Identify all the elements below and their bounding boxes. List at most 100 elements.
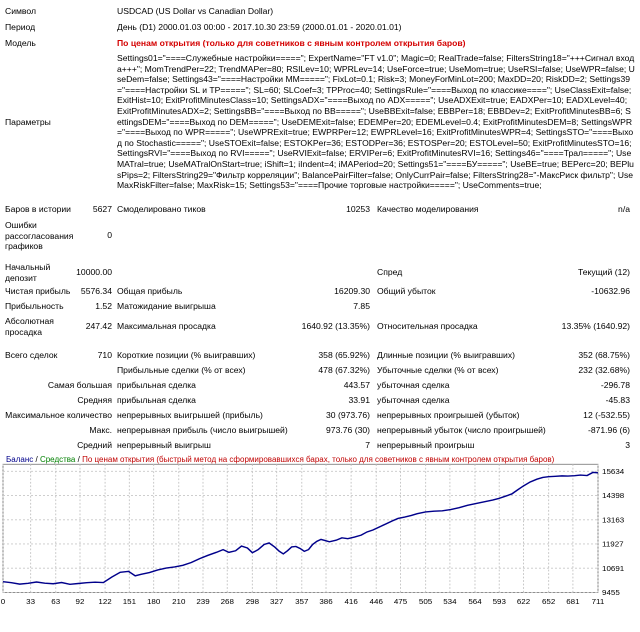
params-value: Settings01="====Служебные настройки=====… (117, 53, 635, 191)
x-tick-label: 122 (98, 597, 111, 605)
ticks-value: 10253 (346, 204, 370, 214)
short-label: Короткие позиции (% выигравших) (117, 350, 256, 360)
average-loss-value: -45.83 (605, 395, 630, 405)
long-value: 352 (68.75%) (578, 350, 630, 360)
avg-wins-label: непрерывный выигрыш (117, 440, 211, 450)
plot-area (2, 463, 599, 593)
maxcons-loss-label: непрерывный убыток (число проигрышей) (377, 425, 546, 435)
x-tick-label: 652 (542, 597, 555, 605)
maxcons-profit-value: 973.76 (30) (326, 425, 370, 435)
short-value: 358 (65.92%) (318, 350, 370, 360)
avg-losses-value: 3 (625, 440, 630, 450)
y-tick-label: 9455 (602, 589, 620, 597)
bars-value: 5627 (92, 204, 112, 214)
legend-balance: Баланс (6, 455, 34, 464)
y-tick-label: 15634 (602, 467, 624, 475)
legend-separator-2: / (77, 455, 80, 464)
period-label: Период (5, 22, 36, 32)
grossprofit-label: Общая прибыль (117, 286, 183, 296)
grossprofit-value: 16209.30 (334, 286, 370, 296)
x-tick-label: 180 (147, 597, 160, 605)
maximal-label: Макс. (89, 425, 112, 435)
symbol-label: Символ (5, 6, 36, 16)
netprofit-label: Чистая прибыль (5, 286, 71, 296)
loss-trades-label: Убыточные сделки (% от всех) (377, 365, 499, 375)
expected-value: 7.85 (353, 301, 370, 311)
spread-label: Спред (377, 267, 403, 277)
errors-value: 0 (107, 230, 112, 240)
largest-loss-value: -296.78 (600, 380, 630, 390)
x-tick-label: 268 (221, 597, 234, 605)
quality-label: Качество моделирования (377, 204, 479, 214)
long-label: Длинные позиции (% выигравших) (377, 350, 516, 360)
grossloss-value: -10632.96 (591, 286, 630, 296)
x-tick-label: 622 (517, 597, 530, 605)
x-tick-label: 416 (344, 597, 357, 605)
maxcons-losses-value: 12 (-532.55) (583, 410, 630, 420)
expected-label: Матожидание выигрыша (117, 301, 216, 311)
balance-chart-svg: 15634 14398 13163 11927 10691 9455 0 33 63 92 122 1… (1, 463, 624, 606)
x-tick-label: 33 (26, 597, 35, 605)
largest-profit-value: 443.57 (343, 380, 370, 390)
x-tick-label: 534 (443, 597, 456, 605)
ticks-label: Смоделировано тиков (117, 204, 206, 214)
avg-losses-label: непрерывный проигрыш (377, 440, 475, 450)
x-tick-label: 357 (295, 597, 308, 605)
x-tick-label: 327 (270, 597, 283, 605)
maxcons-losses-label: непрерывных проигрышей (убыток) (377, 410, 520, 420)
model-label: Модель (5, 38, 36, 48)
maxdd-label: Максимальная просадка (117, 321, 216, 331)
legend-mode: По ценам открытия (быстрый метод на сфор… (82, 455, 555, 464)
maxcons-profit-label: непрерывная прибыль (число выигрышей) (117, 425, 288, 435)
maxdd-value: 1640.92 (13.35%) (301, 321, 370, 331)
errors-label: Ошибки рассогласования графиков (5, 220, 74, 252)
netprofit-value: 5576.34 (80, 286, 112, 296)
symbol-value: USDCAD (US Dollar vs Canadian Dollar) (117, 6, 274, 16)
maxcons-wins-value: 30 (973.76) (326, 410, 370, 420)
x-tick-label: 475 (394, 597, 407, 605)
params-label: Параметры (5, 117, 51, 127)
x-tick-label: 446 (370, 597, 383, 605)
x-tick-label: 681 (566, 597, 579, 605)
quality-value: n/a (618, 204, 630, 214)
avg-wins-value: 7 (365, 440, 370, 450)
absdd-label: Абсолютная просадка (5, 316, 54, 337)
grossloss-label: Общий убыток (377, 286, 436, 296)
x-tick-label: 711 (592, 597, 605, 605)
total-value: 710 (97, 350, 112, 360)
legend-funds: Средства (39, 455, 76, 464)
loss-trades-value: 232 (32.68%) (578, 365, 630, 375)
balance-chart: 15634 14398 13163 11927 10691 9455 0 33 63 92 122 1… (0, 452, 640, 632)
largest-label: Самая большая (47, 380, 112, 390)
bars-label: Баров в истории (5, 204, 71, 214)
average-label: Средняя (77, 395, 112, 405)
y-tick-label: 14398 (602, 492, 624, 500)
y-tick-label: 10691 (602, 564, 624, 572)
legend-separator: / (35, 455, 38, 464)
x-tick-label: 564 (468, 597, 481, 605)
reldd-value: 13.35% (1640.92) (561, 321, 630, 331)
maxcons-loss-value: -871.96 (6) (587, 425, 630, 435)
y-tick-label: 13163 (602, 516, 624, 524)
x-tick-label: 210 (172, 597, 185, 605)
x-tick-label: 298 (246, 597, 259, 605)
pf-value: 1.52 (95, 301, 112, 311)
total-label: Всего сделок (5, 350, 58, 360)
largest-loss-label: убыточная сделка (377, 380, 450, 390)
largest-profit-label: прибыльная сделка (117, 380, 196, 390)
maxcount-label: Максимальное количество (5, 410, 112, 420)
y-tick-label: 11927 (602, 540, 624, 548)
x-tick-label: 239 (196, 597, 209, 605)
absdd-value: 247.42 (85, 321, 112, 331)
profit-trades-value: 478 (67.32%) (318, 365, 370, 375)
average-profit-label: прибыльная сделка (117, 395, 196, 405)
chart-header: Баланс / Средства / По ценам открытия (б… (6, 455, 554, 464)
x-tick-label: 151 (123, 597, 136, 605)
pf-label: Прибыльность (5, 301, 64, 311)
reldd-label: Относительная просадка (377, 321, 478, 331)
x-tick-label: 63 (51, 597, 60, 605)
balance-line (2, 471, 599, 585)
deposit-label: Начальный депозит (5, 262, 51, 283)
maxcons-wins-label: непрерывных выигрышей (прибыль) (117, 410, 263, 420)
spread-value: Текущий (12) (577, 267, 630, 277)
